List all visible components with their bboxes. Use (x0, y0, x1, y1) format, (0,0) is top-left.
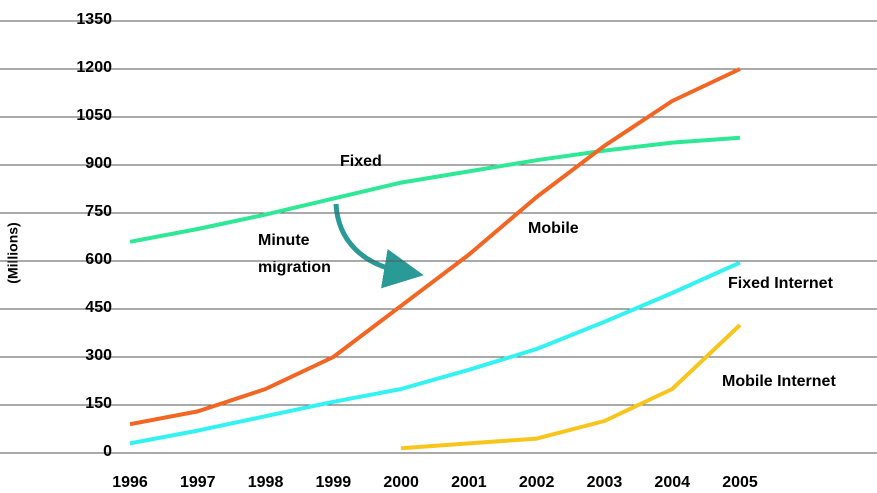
x-tick-label: 2002 (519, 474, 555, 491)
x-tick-label: 1997 (180, 474, 216, 491)
series-line (129, 67, 741, 427)
x-tick-label: 2000 (383, 474, 419, 491)
x-tick-label: 1998 (248, 474, 284, 491)
series-line (400, 323, 742, 451)
y-tick-label: 1050 (76, 107, 112, 124)
series-line (129, 135, 741, 244)
x-tick-label: 1999 (316, 474, 352, 491)
series-line (129, 260, 741, 446)
x-tick-label: 2001 (451, 474, 487, 491)
y-tick-label: 300 (85, 347, 112, 364)
x-tick-label: 2003 (587, 474, 623, 491)
annotation: Minute (258, 232, 310, 249)
migration-arrow (333, 203, 424, 289)
x-tick-label: 1996 (112, 474, 148, 491)
y-tick-label: 150 (85, 395, 112, 412)
y-tick-label: 0 (103, 443, 112, 460)
y-tick-label: 450 (85, 299, 112, 316)
y-axis-label: (Millions) (5, 222, 21, 283)
annotation: migration (258, 259, 331, 276)
x-tick-label: 2004 (654, 474, 690, 491)
y-tick-label: 900 (85, 155, 112, 172)
series-label: Mobile (528, 220, 579, 237)
x-tick-label: 2005 (722, 474, 758, 491)
y-tick-label: 1200 (76, 59, 112, 76)
series-label: Mobile Internet (722, 373, 836, 390)
y-tick-label: 1350 (76, 11, 112, 28)
series-label: Fixed Internet (728, 275, 834, 292)
y-tick-label: 750 (85, 203, 112, 220)
y-tick-label: 600 (85, 251, 112, 268)
series-label: Fixed (340, 153, 382, 170)
